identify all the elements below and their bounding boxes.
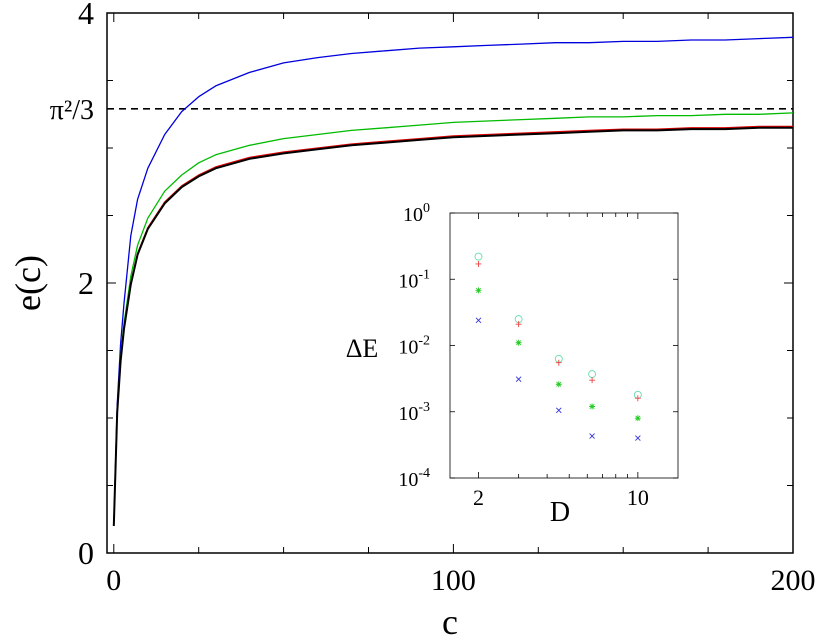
inset-y-tick-exponent: -1 <box>418 267 430 282</box>
inset-point-x <box>475 317 482 324</box>
inset-point-star <box>515 339 522 346</box>
inset-y-tick-label: 10-3 <box>398 400 430 425</box>
inset-point-star <box>634 415 641 422</box>
inset-point-plus <box>634 395 641 402</box>
inset-y-axis-label: ΔE <box>346 334 379 363</box>
inset-point-x <box>635 435 641 441</box>
inset-y-tick-label: 100 <box>403 201 430 226</box>
inset-y-tick-label: 10-1 <box>398 267 430 292</box>
x-tick-label: 100 <box>431 564 476 597</box>
reference-line-label: π²/3 <box>50 95 94 126</box>
inset-series-group <box>474 252 642 441</box>
inset-ticks <box>450 212 678 479</box>
y-tick-label: 0 <box>78 535 94 571</box>
y-tick-label: 2 <box>78 265 94 301</box>
inset-point-x <box>555 407 562 414</box>
x-axis-label: c <box>442 602 458 639</box>
inset-point-plus <box>475 260 482 267</box>
series-line <box>113 36 794 527</box>
main-series-group <box>112 36 794 527</box>
inset-y-tick-base: 10 <box>398 403 418 425</box>
x-tick-label: 0 <box>106 564 121 597</box>
inset-y-tick-base: 10 <box>398 337 418 359</box>
inset-point-star <box>589 403 596 410</box>
inset-x-axis-label: D <box>550 497 570 528</box>
inset-x-tick-label: 2 <box>473 485 484 510</box>
inset-y-tick-exponent: -2 <box>418 334 430 349</box>
inset-y-tick-exponent: -3 <box>418 400 430 415</box>
y-axis-label: e(c) <box>8 255 48 311</box>
inset-point-star <box>555 381 562 388</box>
x-tick-label: 200 <box>771 564 816 597</box>
inset-point-x <box>589 433 595 439</box>
inset-plot-background <box>449 212 679 479</box>
inset-point-circle <box>474 252 483 261</box>
inset-y-tick-exponent: 0 <box>423 201 430 216</box>
inset-point-plus <box>555 359 562 366</box>
inset-y-tick-base: 10 <box>398 270 418 292</box>
series-line <box>112 126 793 527</box>
inset-x-tick-label: 10 <box>627 485 649 510</box>
inset-y-tick-label: 10-2 <box>398 334 430 359</box>
inset-point-plus <box>515 321 522 328</box>
inset-y-tick-label: 10-4 <box>398 466 430 491</box>
series-line <box>113 112 794 527</box>
inset-y-tick-base: 10 <box>403 204 423 226</box>
inset-y-tick-exponent: -4 <box>418 466 430 481</box>
inset-point-star <box>475 287 482 294</box>
inset-point-plus <box>589 377 596 384</box>
inset-point-x <box>515 376 522 383</box>
main-ticks <box>107 12 794 554</box>
y-tick-label: 4 <box>78 0 94 31</box>
inset-y-tick-base: 10 <box>398 469 418 491</box>
